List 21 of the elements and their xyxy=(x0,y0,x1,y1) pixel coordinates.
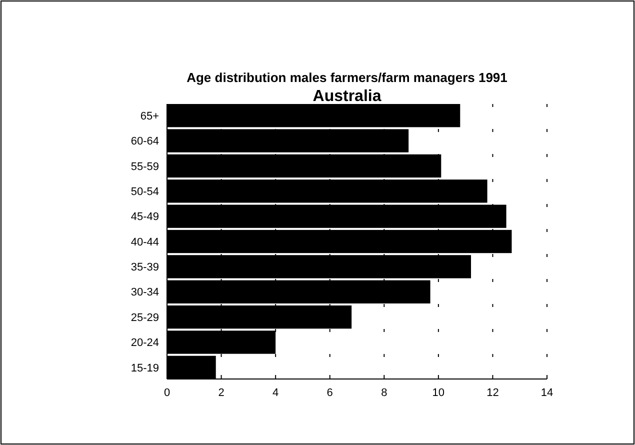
x-tick-label: 8 xyxy=(381,387,388,399)
y-tick-label: 65+ xyxy=(140,110,159,122)
y-tick-label: 35-39 xyxy=(130,262,159,274)
y-tick-label: 60-64 xyxy=(130,136,159,148)
x-tick-label: 2 xyxy=(218,387,224,399)
chart-title: Age distribution males farmers/farm managers 1991 xyxy=(186,70,508,85)
y-tick-label: 15-19 xyxy=(130,362,159,374)
y-tick-label: 50-54 xyxy=(130,186,159,198)
x-tick-label: 12 xyxy=(486,387,499,399)
y-tick-label: 20-24 xyxy=(130,337,159,350)
x-tick-label: 6 xyxy=(326,387,333,399)
y-tick-label: 30-34 xyxy=(130,286,159,299)
x-tick-label: 4 xyxy=(272,387,279,399)
x-tick-label: 0 xyxy=(164,387,170,399)
chart-subtitle: Australia xyxy=(312,88,382,105)
x-tick-label: 10 xyxy=(432,387,445,399)
y-tick-label: 25-29 xyxy=(130,312,159,324)
x-tick-label: 14 xyxy=(540,387,554,399)
y-tick-label: 55-59 xyxy=(130,160,159,173)
y-tick-label: 45-49 xyxy=(130,211,159,224)
y-tick-label: 40-44 xyxy=(130,236,159,248)
